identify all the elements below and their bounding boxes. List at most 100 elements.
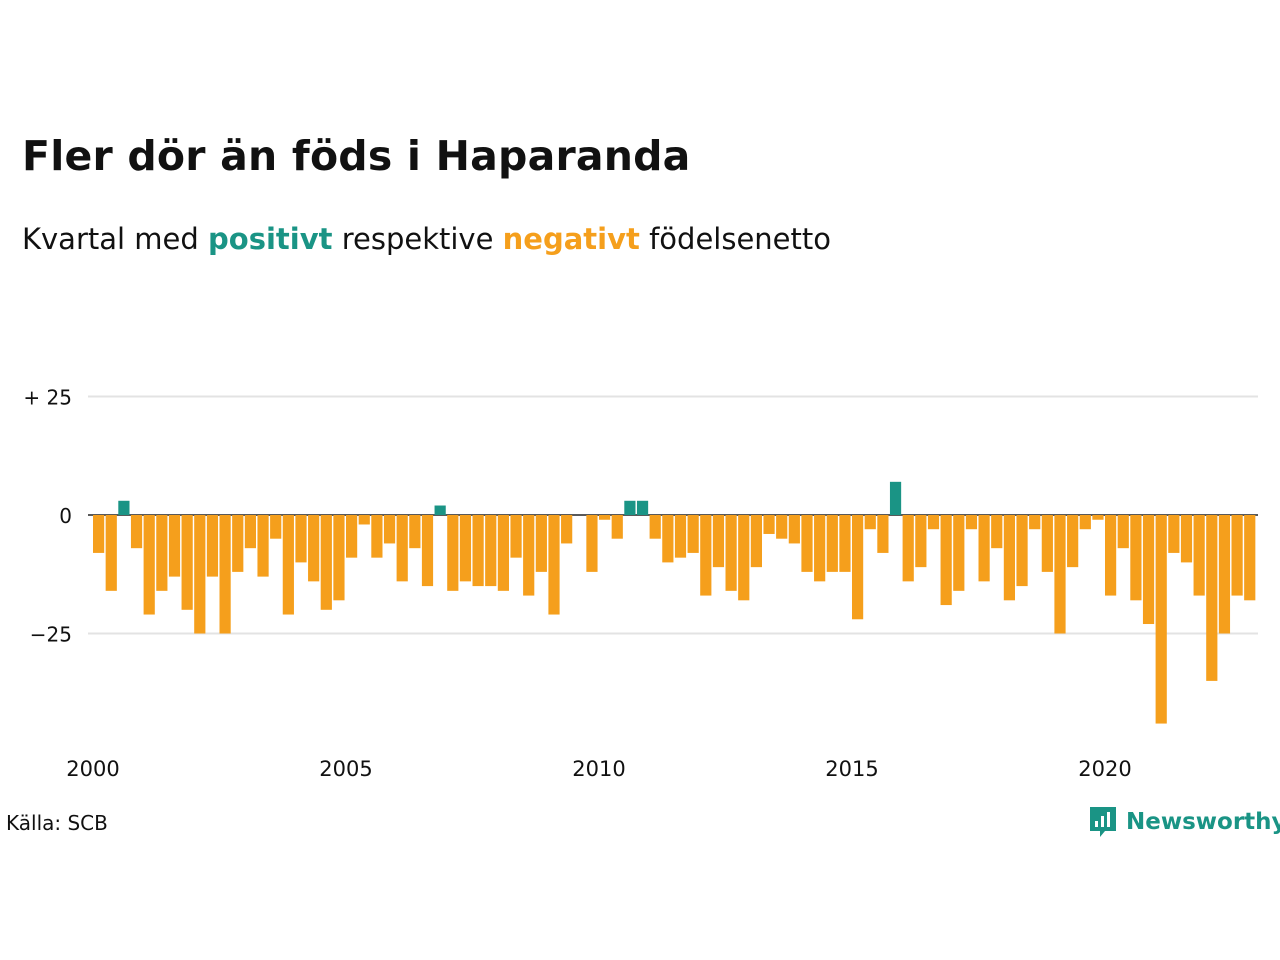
bar (776, 515, 788, 539)
bar (788, 515, 800, 544)
bar (1092, 515, 1104, 520)
bar (371, 515, 383, 558)
bar (611, 515, 623, 539)
bar (523, 515, 535, 596)
bar (839, 515, 851, 572)
subtitle-positive-word: positivt (208, 222, 333, 256)
bar (991, 515, 1003, 549)
bar (1054, 515, 1066, 634)
subtitle-negative-word: negativt (502, 222, 640, 256)
bar (561, 515, 573, 544)
bar (1117, 515, 1129, 549)
bars (93, 481, 1256, 724)
bar (459, 515, 472, 582)
bar (915, 515, 927, 568)
source-note: Källa: SCB (6, 811, 108, 835)
bar (130, 515, 143, 549)
bar (535, 515, 547, 572)
x-tick-label: 2010 (572, 757, 625, 781)
bar (358, 515, 370, 525)
bar (1079, 515, 1091, 530)
subtitle-text-1: Kvartal med (22, 222, 199, 256)
y-tick-label: 0 (59, 504, 72, 528)
chart-subtitle: Kvartal med positivt respektive negativt… (22, 222, 831, 256)
newsworthy-logo-icon (1090, 807, 1116, 837)
bar (965, 515, 978, 530)
x-tick-label: 2020 (1078, 757, 1131, 781)
y-tick-label: −25 (30, 623, 72, 647)
bar (1180, 515, 1193, 563)
chart-title: Fler dör än föds i Haparanda (22, 132, 691, 180)
bar (1105, 515, 1117, 596)
bar (143, 515, 155, 615)
bar (1193, 515, 1205, 596)
bar (1067, 515, 1079, 568)
x-tick-label: 2005 (319, 757, 372, 781)
brand-name: Newsworthy (1126, 809, 1280, 835)
bar (1206, 515, 1218, 681)
bar (1016, 515, 1028, 587)
bar (738, 515, 750, 601)
bar (447, 515, 459, 591)
bar (636, 500, 649, 515)
bar (93, 515, 105, 553)
bar (940, 515, 952, 606)
bar (877, 515, 889, 553)
bar (1155, 515, 1167, 724)
bar (485, 515, 497, 587)
bar (750, 515, 762, 568)
bar (383, 515, 396, 544)
bar (801, 515, 813, 572)
y-tick-label: + 25 (23, 386, 72, 410)
bar (674, 515, 687, 558)
bar (712, 515, 725, 568)
bar (181, 515, 193, 610)
bar (257, 515, 269, 577)
bar (1244, 515, 1256, 601)
bar (1231, 515, 1243, 596)
bar (156, 515, 168, 591)
bar (662, 515, 674, 563)
bar (409, 515, 421, 549)
bar (308, 515, 320, 582)
bar (700, 515, 712, 596)
bar (1142, 515, 1155, 625)
bar (1130, 515, 1142, 601)
subtitle-text-3: födelsenetto (649, 222, 831, 256)
bar (687, 515, 699, 553)
bar (510, 515, 522, 558)
bar (814, 515, 826, 582)
bar (725, 515, 737, 591)
bar (902, 515, 914, 582)
bar (548, 515, 560, 615)
bar (586, 515, 598, 572)
bar (852, 515, 864, 620)
bar (333, 515, 345, 601)
bar (396, 515, 408, 582)
bar (1029, 515, 1041, 530)
bar (232, 515, 244, 572)
bar (826, 515, 838, 572)
bar (649, 515, 661, 539)
bar (763, 515, 775, 534)
bar (497, 515, 509, 591)
x-tick-label: 2015 (825, 757, 878, 781)
bar (1218, 515, 1231, 634)
subtitle-text-2: respektive (341, 222, 494, 256)
bar (194, 515, 206, 634)
bar (282, 515, 294, 615)
bar (206, 515, 219, 577)
bar (624, 500, 636, 515)
bar (346, 515, 358, 558)
bar (421, 515, 434, 587)
bar (1168, 515, 1180, 553)
axis-labels: + 25 0 −25 2000 2005 2010 2015 2020 (23, 386, 1131, 782)
bar (599, 515, 611, 520)
bar (105, 515, 117, 591)
bar (1003, 515, 1015, 601)
bar (168, 515, 181, 577)
bar (1041, 515, 1053, 572)
bar (864, 515, 876, 530)
bar (118, 500, 130, 515)
